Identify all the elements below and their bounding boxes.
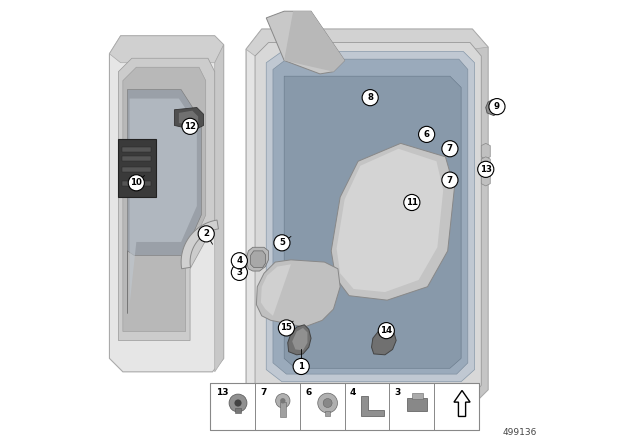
Polygon shape	[251, 251, 266, 267]
Polygon shape	[130, 99, 197, 305]
Text: 8: 8	[367, 93, 373, 102]
Polygon shape	[261, 264, 291, 316]
Bar	[122, 167, 151, 172]
Circle shape	[489, 99, 505, 115]
Polygon shape	[407, 398, 427, 411]
Text: 4: 4	[350, 388, 356, 397]
Polygon shape	[292, 328, 307, 350]
Text: 7: 7	[447, 144, 453, 153]
Polygon shape	[266, 52, 475, 382]
Circle shape	[419, 126, 435, 142]
Polygon shape	[118, 139, 157, 197]
Text: 7: 7	[260, 388, 267, 397]
Polygon shape	[215, 45, 224, 372]
Bar	[255, 383, 300, 430]
Polygon shape	[273, 59, 468, 374]
Text: 6: 6	[305, 388, 312, 397]
Circle shape	[198, 226, 214, 242]
Text: 3: 3	[236, 268, 243, 277]
Polygon shape	[288, 325, 311, 355]
Text: 7: 7	[447, 176, 453, 185]
Circle shape	[477, 161, 494, 177]
Polygon shape	[412, 393, 422, 400]
Bar	[434, 383, 479, 430]
Text: 10: 10	[131, 178, 142, 187]
Circle shape	[274, 235, 290, 251]
Text: 5: 5	[279, 238, 285, 247]
Polygon shape	[284, 76, 461, 368]
Polygon shape	[481, 157, 490, 172]
Polygon shape	[332, 143, 454, 300]
Circle shape	[229, 394, 247, 412]
Bar	[389, 383, 435, 430]
Circle shape	[231, 253, 248, 269]
Circle shape	[276, 394, 290, 408]
Polygon shape	[257, 260, 340, 327]
Polygon shape	[109, 36, 224, 372]
Circle shape	[293, 358, 309, 375]
Circle shape	[231, 264, 248, 280]
Polygon shape	[371, 329, 396, 355]
Circle shape	[278, 320, 294, 336]
Text: 12: 12	[184, 122, 196, 131]
Circle shape	[362, 90, 378, 106]
Polygon shape	[266, 11, 345, 74]
Bar	[344, 383, 389, 430]
Polygon shape	[488, 102, 498, 113]
Circle shape	[442, 141, 458, 157]
Polygon shape	[472, 47, 488, 405]
Polygon shape	[246, 29, 488, 405]
Polygon shape	[109, 36, 224, 63]
Text: 13: 13	[216, 388, 228, 397]
Text: 3: 3	[395, 388, 401, 397]
Polygon shape	[179, 111, 198, 123]
Polygon shape	[174, 108, 204, 130]
Circle shape	[323, 399, 332, 408]
Polygon shape	[337, 149, 443, 292]
Circle shape	[378, 323, 394, 339]
Text: 11: 11	[406, 198, 418, 207]
Bar	[122, 181, 151, 186]
Text: 13: 13	[480, 165, 492, 174]
Polygon shape	[454, 391, 470, 417]
Text: 1: 1	[298, 362, 304, 371]
Circle shape	[128, 175, 145, 191]
Polygon shape	[246, 29, 488, 56]
Bar	[122, 156, 151, 161]
Text: 4: 4	[236, 256, 243, 265]
Polygon shape	[481, 170, 490, 186]
Polygon shape	[280, 402, 285, 418]
Text: 9: 9	[494, 102, 500, 111]
Polygon shape	[361, 396, 383, 417]
Polygon shape	[246, 247, 269, 271]
Polygon shape	[284, 11, 345, 72]
Polygon shape	[255, 43, 481, 399]
Text: 14: 14	[380, 326, 392, 335]
Polygon shape	[481, 143, 490, 159]
Text: 2: 2	[204, 229, 209, 238]
Polygon shape	[486, 99, 500, 116]
Circle shape	[280, 398, 285, 404]
Polygon shape	[123, 67, 206, 332]
Bar	[300, 383, 344, 430]
Text: 6: 6	[424, 130, 429, 139]
Polygon shape	[325, 411, 330, 417]
Circle shape	[317, 393, 337, 413]
Text: 15: 15	[280, 323, 292, 332]
Circle shape	[404, 194, 420, 211]
Polygon shape	[118, 58, 215, 340]
Bar	[210, 383, 255, 430]
Bar	[210, 383, 479, 430]
Bar	[122, 147, 151, 152]
Circle shape	[442, 172, 458, 188]
Circle shape	[182, 118, 198, 134]
Polygon shape	[181, 220, 218, 269]
Polygon shape	[127, 90, 202, 314]
Circle shape	[234, 400, 242, 407]
Text: 499136: 499136	[503, 428, 538, 437]
Polygon shape	[235, 409, 241, 413]
